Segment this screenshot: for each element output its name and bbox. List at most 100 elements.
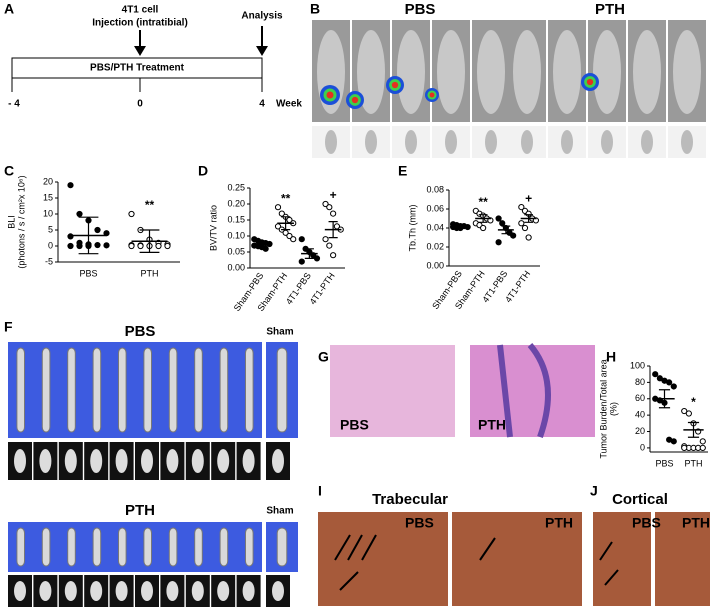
bone — [92, 347, 102, 433]
limb — [325, 130, 337, 154]
bone — [92, 527, 102, 567]
error-bar — [524, 214, 534, 223]
arrow — [604, 569, 619, 586]
y-tick-label: 20 — [43, 176, 53, 186]
point — [322, 200, 329, 208]
point — [670, 438, 677, 445]
group-label: Sham — [266, 327, 293, 338]
error-bar — [304, 248, 314, 259]
point — [666, 379, 673, 386]
point — [128, 242, 135, 250]
timeline-text: 4T1 cell — [122, 5, 159, 16]
panel-letter: E — [398, 163, 407, 179]
histology — [330, 345, 455, 437]
image-label: PTH — [478, 417, 506, 433]
mouse-body — [593, 30, 621, 114]
panel-letter: H — [606, 349, 616, 365]
point — [94, 226, 101, 234]
image-label: PTH — [545, 515, 573, 531]
y-tick-label: 0.00 — [227, 262, 245, 272]
bone — [244, 347, 254, 433]
mouse-body — [477, 30, 505, 114]
image-label: PTH — [682, 515, 710, 531]
point — [67, 242, 74, 250]
mouse-body — [357, 30, 385, 114]
bone — [244, 527, 254, 567]
y-tick-label: 0.20 — [227, 198, 245, 208]
limb — [217, 449, 230, 473]
mouse-body — [513, 30, 541, 114]
signal — [391, 81, 399, 89]
point — [699, 438, 706, 445]
panel-letter: F — [4, 319, 13, 335]
arrow-head — [134, 46, 146, 56]
point — [699, 444, 706, 452]
panel-letter: J — [590, 483, 598, 499]
point — [76, 210, 83, 218]
point — [313, 255, 321, 262]
point — [128, 210, 135, 218]
point — [480, 224, 487, 232]
limb — [39, 581, 52, 601]
limb — [242, 581, 255, 601]
x-tick-label: PTH — [141, 268, 159, 278]
significance: + — [330, 188, 337, 202]
limb — [681, 130, 693, 154]
significance: * — [691, 395, 696, 409]
panel-letter: G — [318, 349, 329, 365]
y-axis-label: (%) — [608, 402, 618, 416]
ihc-image — [318, 512, 448, 606]
limb — [90, 581, 103, 601]
limb — [445, 130, 457, 154]
limb — [561, 130, 573, 154]
bone — [276, 347, 288, 433]
error-bar — [687, 421, 700, 438]
bone — [117, 347, 127, 433]
point — [685, 410, 692, 417]
arrow — [339, 571, 359, 591]
point — [298, 236, 305, 243]
signal — [351, 96, 359, 104]
mouse-body — [397, 30, 425, 114]
y-tick-label: 5 — [48, 224, 53, 234]
limb — [64, 449, 77, 473]
limb — [405, 130, 417, 154]
y-axis-label: Tb.Th (mm) — [407, 205, 417, 252]
y-tick-label: 40 — [635, 410, 645, 420]
signal — [429, 92, 435, 98]
significance: ** — [281, 191, 291, 205]
timeline-tick-label: 0 — [137, 99, 143, 110]
x-tick-label: PTH — [685, 458, 703, 468]
y-tick-label: 10 — [43, 208, 53, 218]
limb — [166, 581, 179, 601]
error-bar — [455, 223, 465, 229]
bone — [194, 527, 203, 567]
significance: ** — [145, 198, 155, 212]
bone — [16, 347, 26, 433]
mouse-body — [673, 30, 701, 114]
panel-letter: I — [318, 483, 322, 499]
histology — [470, 345, 595, 437]
panel-letter: D — [198, 163, 208, 179]
y-tick-label: 0.02 — [426, 241, 444, 251]
timeline-text: Analysis — [241, 11, 283, 22]
ihc-image — [452, 512, 582, 606]
limb — [115, 581, 128, 601]
timeline-tick-label: - 4 — [8, 99, 20, 110]
bone — [16, 527, 26, 567]
y-axis-label: Tumor Burden/Total area — [598, 359, 608, 458]
error-bar — [501, 225, 511, 235]
significance: ** — [478, 195, 488, 209]
limb — [217, 581, 230, 601]
point — [76, 242, 83, 250]
limb — [14, 581, 26, 601]
point — [495, 239, 502, 246]
bone — [67, 347, 76, 433]
y-tick-label: 0.10 — [227, 230, 245, 240]
point — [652, 371, 659, 378]
y-tick-label: 60 — [635, 393, 645, 403]
limb — [141, 581, 153, 601]
arrow-head — [256, 46, 268, 56]
point — [521, 224, 529, 232]
significance: + — [525, 191, 532, 205]
